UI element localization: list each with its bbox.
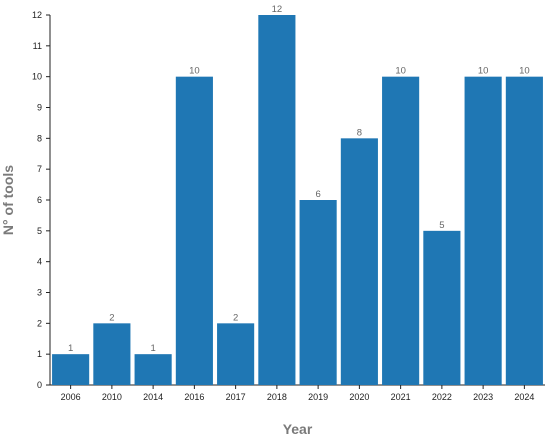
bar-value-label: 8: [357, 127, 362, 138]
y-tick-label: 0: [37, 380, 42, 390]
y-tick-label: 8: [37, 133, 42, 143]
y-axis-title: N° of tools: [0, 165, 16, 235]
bar-value-label: 10: [395, 66, 406, 77]
y-tick-label: 9: [37, 103, 42, 113]
bar-2016: [175, 76, 213, 386]
bar-2014: [134, 354, 172, 385]
bar-value-label: 10: [478, 66, 489, 77]
x-tick-label: 2014: [143, 392, 163, 402]
x-tick-label: 2019: [308, 392, 328, 402]
bar-2021: [382, 76, 420, 386]
bar-value-label: 1: [68, 343, 73, 354]
bar-2017: [217, 323, 255, 385]
bar-2024: [505, 76, 543, 386]
y-tick-label: 12: [32, 10, 42, 20]
x-tick-label: 2006: [61, 392, 81, 402]
x-tick-label: 2023: [473, 392, 493, 402]
y-tick-label: 6: [37, 195, 42, 205]
x-tick-label: 2018: [267, 392, 287, 402]
y-tick-label: 3: [37, 288, 42, 298]
y-tick-label: 10: [32, 72, 42, 82]
bar-value-label: 2: [233, 312, 238, 323]
bar-2020: [340, 138, 378, 385]
bar-value-label: 10: [519, 66, 530, 77]
bar-2022: [423, 230, 461, 385]
bar-2019: [299, 200, 337, 385]
x-tick-label: 2010: [102, 392, 122, 402]
x-axis: 2006 2010 2014 2016 2017 2018 2019 2020 2021 2022…: [50, 384, 545, 402]
y-tick-label: 11: [33, 41, 42, 51]
bar-2006: [52, 354, 90, 385]
y-tick-label: 7: [37, 164, 42, 174]
x-tick-label: 2020: [349, 392, 369, 402]
bar-2010: [93, 323, 131, 385]
x-tick-label: 2016: [184, 392, 204, 402]
bars: [52, 15, 543, 386]
bar-value-label: 1: [150, 343, 155, 354]
x-tick-label: 2024: [514, 392, 534, 402]
bar-2023: [464, 76, 502, 386]
bar-2018: [258, 15, 296, 385]
x-tick-label: 2022: [432, 392, 452, 402]
bar-value-label: 2: [109, 312, 114, 323]
y-tick-label: 2: [37, 318, 42, 328]
x-tick-label: 2021: [391, 392, 411, 402]
y-tick-label: 5: [37, 226, 42, 236]
bar-value-label: 5: [439, 220, 444, 231]
x-tick-label: 2017: [226, 392, 246, 402]
bar-value-label: 6: [315, 189, 320, 200]
bar-value-label: 12: [272, 4, 283, 15]
x-axis-title: Year: [283, 421, 313, 437]
y-tick-label: 1: [37, 349, 42, 359]
bar-value-label: 10: [189, 66, 200, 77]
y-tick-label: 4: [37, 257, 42, 267]
